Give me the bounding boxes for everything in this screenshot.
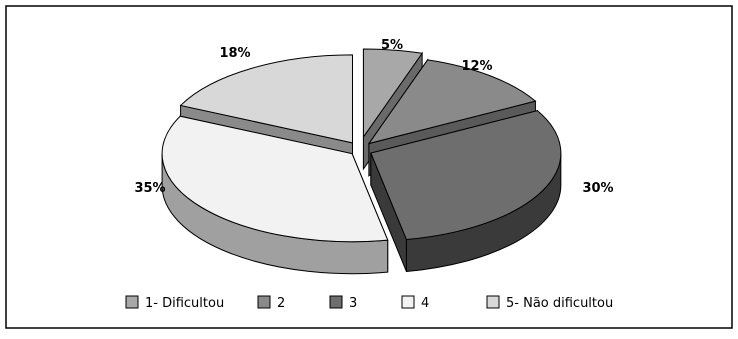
legend-label-1: 1- Dificultou <box>145 296 224 311</box>
legend-label-4: 4 <box>421 296 429 311</box>
pie-slice-4-top <box>161 115 389 243</box>
data-label-5: 18% <box>219 46 250 61</box>
data-label-4: 35% <box>134 181 165 196</box>
legend-swatch-4 <box>401 295 415 309</box>
legend-swatch-2 <box>257 295 271 309</box>
pie-slice-1-top <box>362 48 424 139</box>
legend-swatch-1 <box>125 295 139 309</box>
pie-slice-5-top <box>179 54 353 144</box>
legend-swatch-5 <box>486 295 500 309</box>
pie-slice-4 <box>161 115 389 275</box>
legend-label-3: 3 <box>349 296 357 311</box>
legend-swatch-3 <box>329 295 343 309</box>
legend: 1- Dificultou 2 3 4 5- Não dificultou <box>125 295 613 311</box>
legend-label-2: 2 <box>277 296 285 311</box>
data-label-2: 12% <box>461 59 492 74</box>
pie-slice-3-top <box>370 110 562 241</box>
pie-slice-2-top <box>367 59 537 145</box>
data-label-3: 30% <box>582 181 613 196</box>
legend-label-5: 5- Não dificultou <box>506 296 613 311</box>
pie-slice-3 <box>370 110 562 273</box>
data-label-1: 5% <box>381 38 403 53</box>
